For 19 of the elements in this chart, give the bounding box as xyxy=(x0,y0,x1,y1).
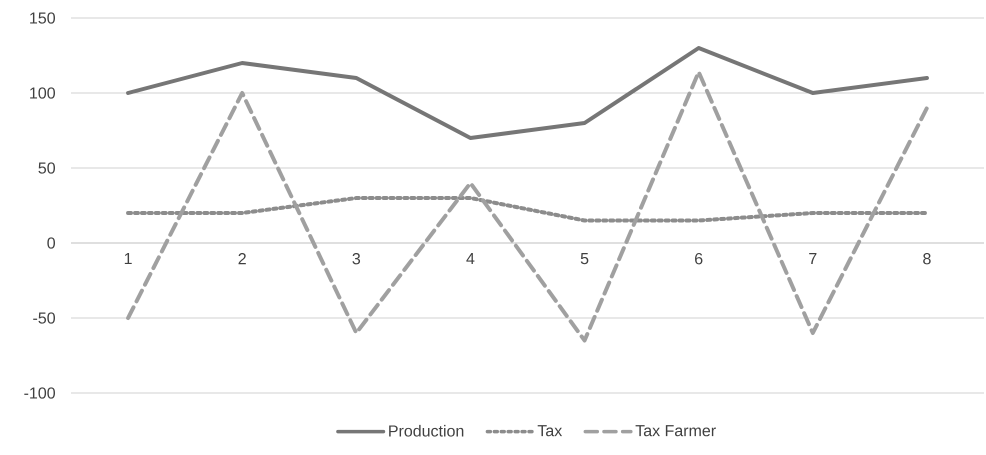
x-tick-label: 2 xyxy=(238,253,246,264)
x-tick-label: 8 xyxy=(923,253,931,264)
line-series xyxy=(126,70,929,342)
x-tick-label: 3 xyxy=(352,253,360,264)
legend-label: Tax Farmer xyxy=(636,425,716,436)
y-tick-label: 100 xyxy=(30,87,56,99)
x-tick-label: 4 xyxy=(466,253,474,264)
y-tick-label: 150 xyxy=(30,12,56,24)
x-tick-label: 6 xyxy=(695,253,702,264)
x-tick-label: 7 xyxy=(809,253,816,264)
legend-label: Tax xyxy=(538,425,562,436)
legend-label: Production xyxy=(389,424,464,437)
x-tick-label: 1 xyxy=(124,253,132,264)
y-tick-label: 0 xyxy=(47,237,56,249)
y-tick-label: -100 xyxy=(24,387,56,399)
x-tick-label: 5 xyxy=(580,253,588,264)
line-series xyxy=(126,46,929,140)
y-tick-label: -50 xyxy=(33,312,56,324)
y-tick-label: 50 xyxy=(38,162,56,174)
